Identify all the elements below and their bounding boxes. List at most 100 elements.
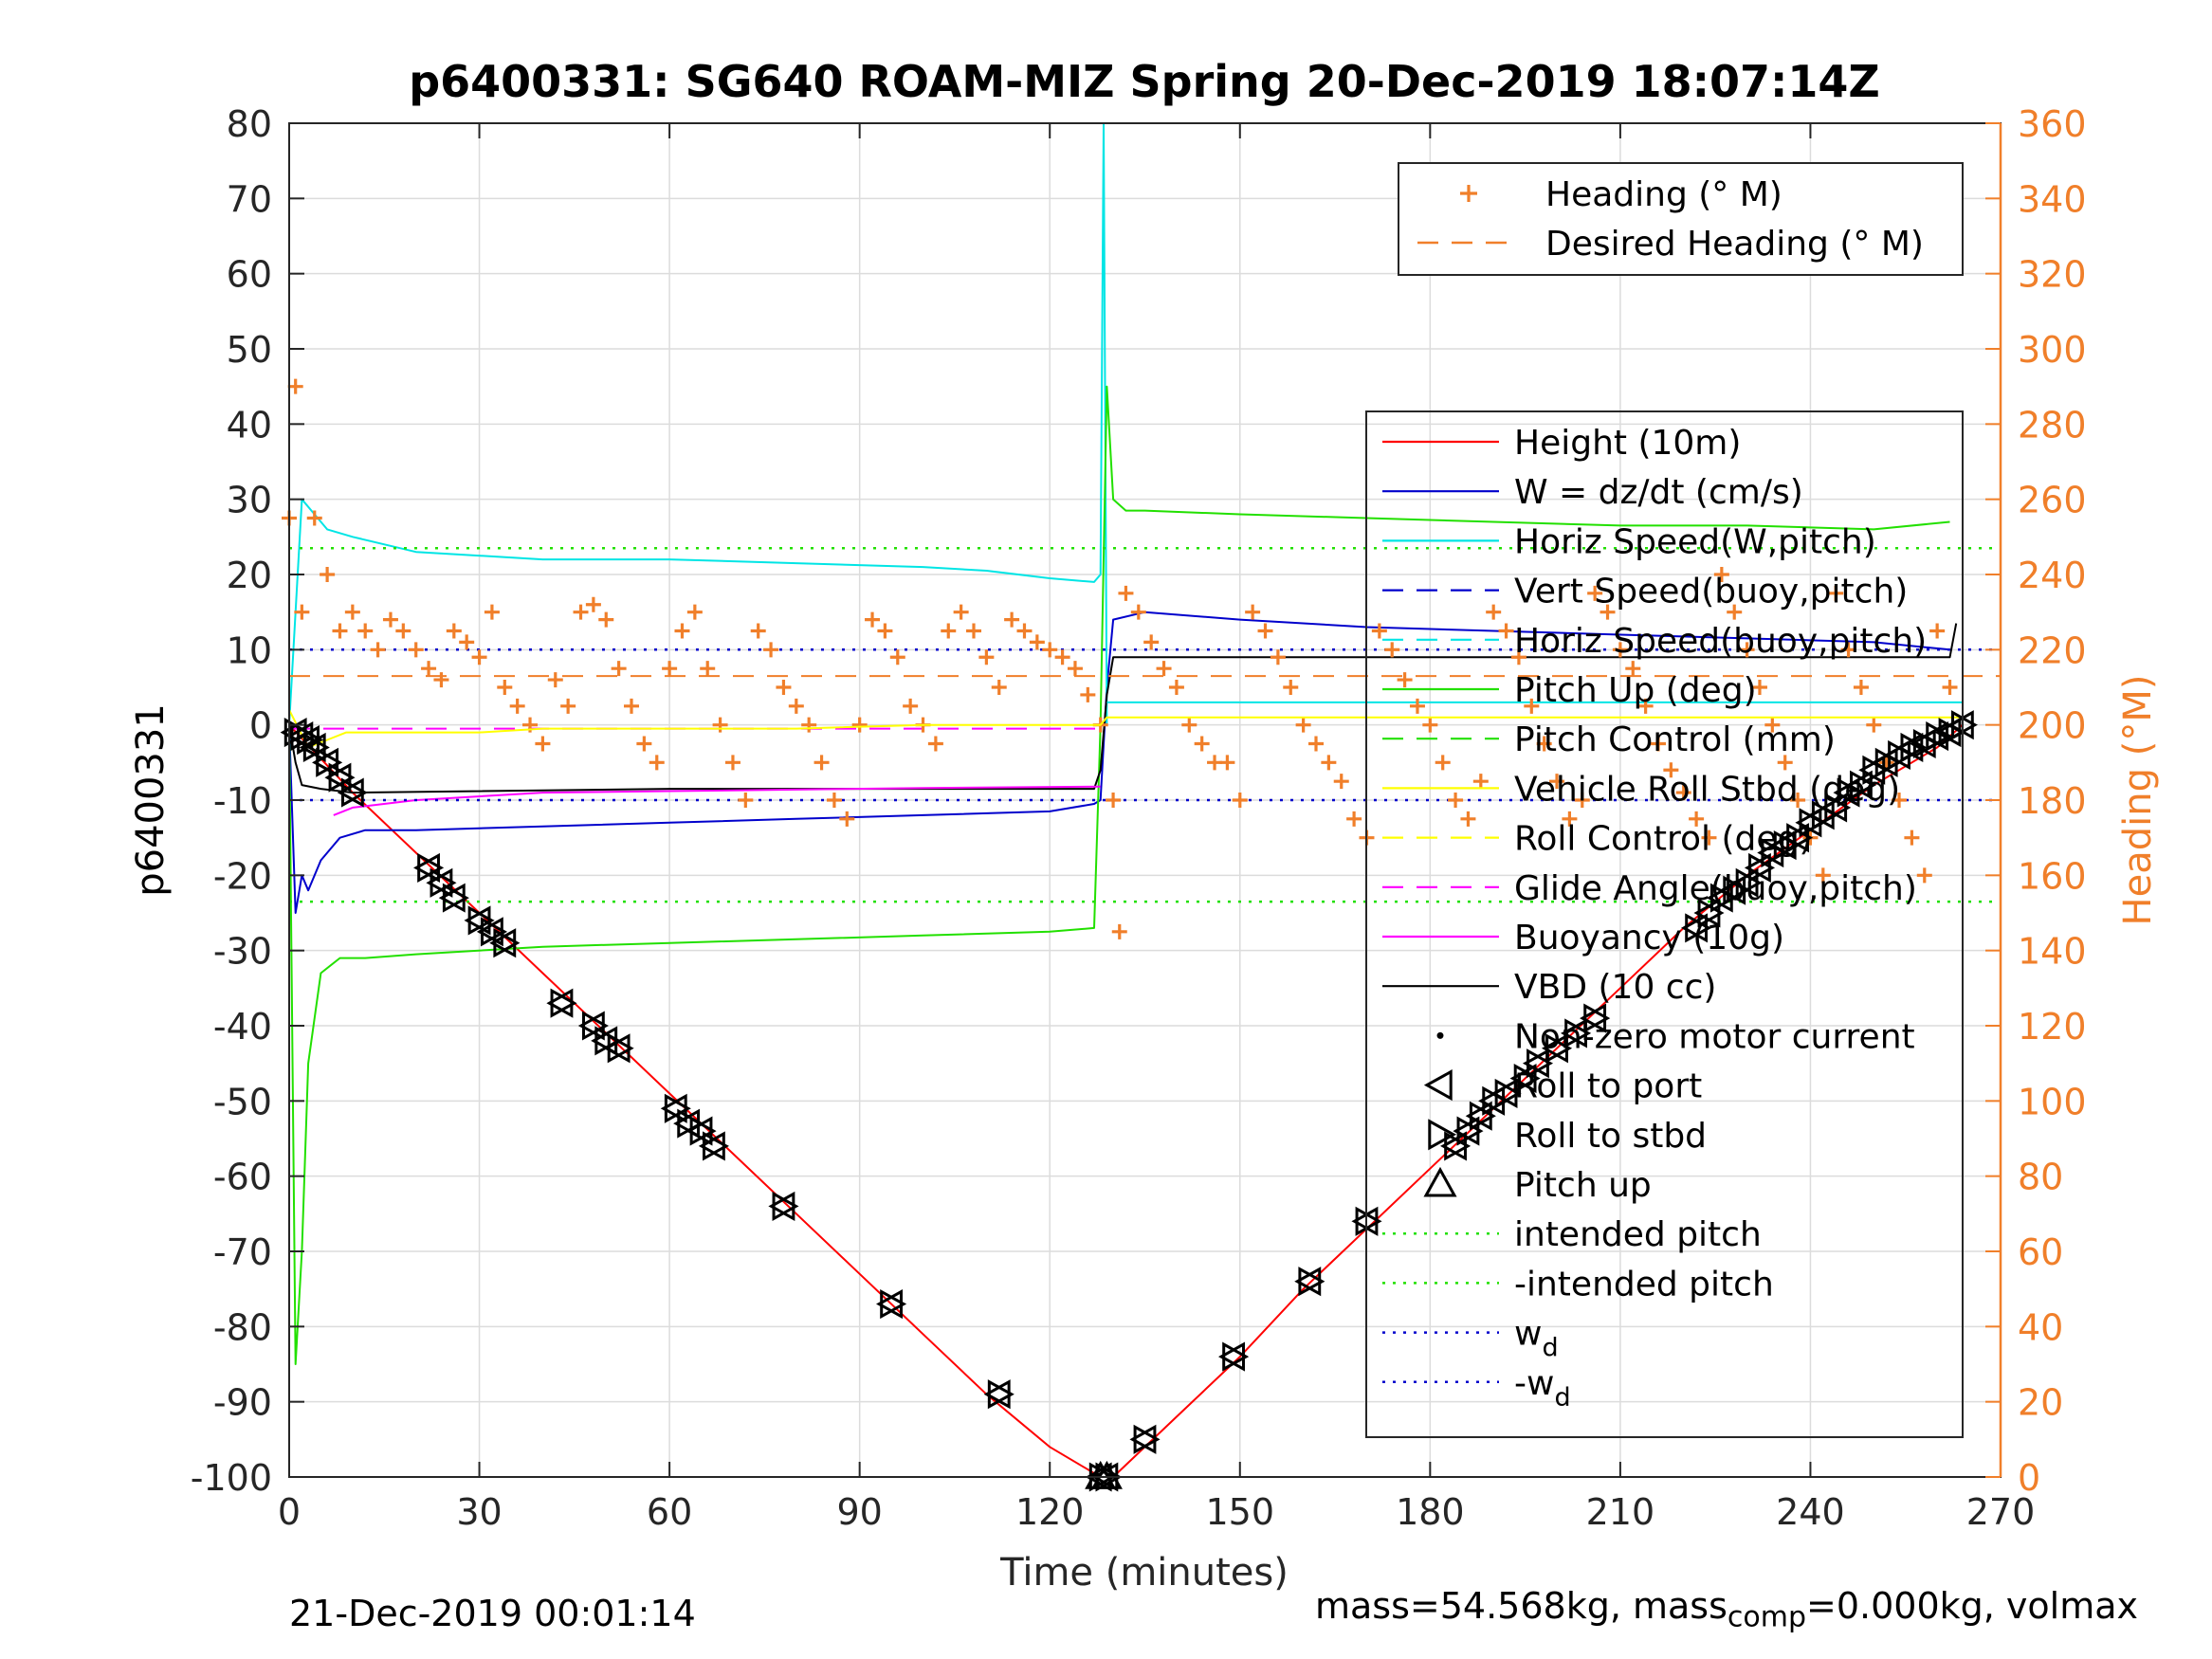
legend-dot-icon <box>1436 1031 1444 1039</box>
footer-mass-suffix: =0.000kg, volmax <box>1806 1585 2139 1627</box>
heading-point <box>1371 623 1387 639</box>
heading-point <box>851 717 868 733</box>
heading-point <box>801 717 817 733</box>
roll-stbd-marker <box>689 1116 717 1146</box>
heading-point <box>1878 755 1894 771</box>
legend-item-vehicle-roll-stbd-deg: Vehicle Roll Stbd (deg) <box>1382 770 1900 809</box>
roll-stbd-marker <box>1824 793 1852 823</box>
heading-point <box>1663 762 1679 778</box>
y-tick-label-left: 80 <box>227 103 272 145</box>
y-axis-label-left: p6400331 <box>129 703 173 897</box>
heading-point <box>700 661 716 677</box>
heading-point <box>636 736 652 752</box>
heading-point <box>1536 736 1552 752</box>
heading-point <box>1067 661 1083 677</box>
heading-point <box>1118 585 1134 601</box>
heading-point <box>1308 736 1324 752</box>
roll-stbd-marker <box>340 777 368 808</box>
series-pitch-up-deg <box>288 385 1950 1365</box>
heading-point <box>1549 774 1565 790</box>
heading-point <box>1448 793 1464 808</box>
y-tick-label-right: 300 <box>2018 329 2087 371</box>
y-tick-label-left: -50 <box>213 1081 272 1122</box>
heading-point <box>1219 755 1235 771</box>
y-tick-label-right: 260 <box>2018 480 2087 521</box>
y-tick-label-left: -70 <box>213 1231 272 1273</box>
y-tick-label-left: -80 <box>213 1306 272 1348</box>
heading-point <box>1701 830 1717 846</box>
y-tick-label-left: 10 <box>227 629 272 671</box>
heading-point <box>344 604 360 620</box>
heading-point <box>1689 811 1705 827</box>
legend-label: Pitch Control (mm) <box>1514 720 1836 759</box>
heading-point <box>484 604 500 620</box>
legend-top-item-desired-heading-m: Desired Heading (° M) <box>1417 225 1924 264</box>
legend-top-box <box>1398 162 1964 276</box>
y-tick-label-right: 40 <box>2018 1306 2063 1348</box>
roll-stbd-marker <box>664 1093 691 1123</box>
x-tick-label: 270 <box>1966 1491 2036 1533</box>
y-tick-label-right: 60 <box>2018 1231 2063 1273</box>
legend-item-w-dz-dt-cm-s: W = dz/dt (cm/s) <box>1382 473 1803 512</box>
x-tick-label: 120 <box>1015 1491 1085 1533</box>
heading-point <box>978 649 995 665</box>
x-tick-label: 60 <box>647 1491 692 1533</box>
heading-point <box>1181 717 1197 733</box>
heading-point <box>1675 785 1691 801</box>
y-tick-label-right: 20 <box>2018 1382 2063 1424</box>
x-tick-label: 150 <box>1206 1491 1275 1533</box>
legend-item-vert-speed-buoy-pitch: Vert Speed(buoy,pitch) <box>1382 573 1908 611</box>
heading-point <box>1207 755 1223 771</box>
x-tick-label: 210 <box>1586 1491 1655 1533</box>
legend-label: Roll to port <box>1514 1067 1702 1106</box>
heading-point <box>1929 623 1946 639</box>
legend-item-intended-pitch: intended pitch <box>1382 1215 1762 1254</box>
heading-point <box>877 623 893 639</box>
roll-stbd-marker <box>1697 898 1725 928</box>
legend-label: Vehicle Roll Stbd (deg) <box>1514 770 1900 809</box>
heading-point <box>1245 604 1261 620</box>
roll-stbd-marker <box>1298 1267 1325 1297</box>
roll-stbd-marker <box>1950 710 1978 740</box>
y-tick-label-right: 220 <box>2018 629 2087 671</box>
roll-stbd-marker <box>1685 913 1712 943</box>
roll-stbd-marker <box>1926 721 1953 752</box>
series-non-zero-motor-current-roll-pitch-markers <box>280 710 1978 1492</box>
heading-point <box>1524 698 1540 714</box>
heading-point <box>1143 634 1160 650</box>
x-tick-label: 240 <box>1776 1491 1845 1533</box>
y-tick-label-left: 40 <box>227 404 272 446</box>
heading-point <box>662 661 678 677</box>
y-axis-label-right: Heading (°M) <box>2116 675 2160 926</box>
roll-stbd-marker <box>703 1131 729 1161</box>
legend-label: Horiz Speed(buoy,pitch) <box>1514 622 1927 661</box>
legend-label: Vert Speed(buoy,pitch) <box>1514 573 1908 611</box>
y-tick-label-right: 140 <box>2018 931 2087 973</box>
heading-point <box>649 755 665 771</box>
heading-point <box>332 623 348 639</box>
y-tick-label-left: -60 <box>213 1157 272 1198</box>
y-tick-label-right: 100 <box>2018 1081 2087 1122</box>
legend-label: Pitch Up (deg) <box>1514 671 1757 710</box>
roll-stbd-marker <box>772 1191 799 1221</box>
legend-main-box <box>1365 410 1964 1438</box>
series-horiz-speed-w-pitch <box>288 122 1108 725</box>
legend-item-roll-to-port: Roll to port <box>1423 1067 1702 1106</box>
y-tick-label-right: 320 <box>2018 254 2087 296</box>
heading-point <box>1080 686 1096 702</box>
heading-point <box>889 649 905 665</box>
y-tick-label-right: 0 <box>2018 1457 2040 1499</box>
roll-stbd-marker <box>607 1033 634 1064</box>
heading-point <box>1168 680 1184 695</box>
heading-point <box>738 793 754 808</box>
roll-stbd-marker <box>880 1288 907 1320</box>
y-tick-label-left: -90 <box>213 1382 272 1424</box>
legend-main: Height (10m) W = dz/dt (cm/s) Horiz Speed(… <box>1365 410 1964 1438</box>
legend-top-label: Desired Heading (° M) <box>1545 225 1924 264</box>
roll-stbd-marker <box>1355 1206 1382 1236</box>
heading-point <box>686 604 703 620</box>
heading-point <box>1510 649 1526 665</box>
heading-point <box>674 623 690 639</box>
heading-point <box>1562 811 1578 827</box>
